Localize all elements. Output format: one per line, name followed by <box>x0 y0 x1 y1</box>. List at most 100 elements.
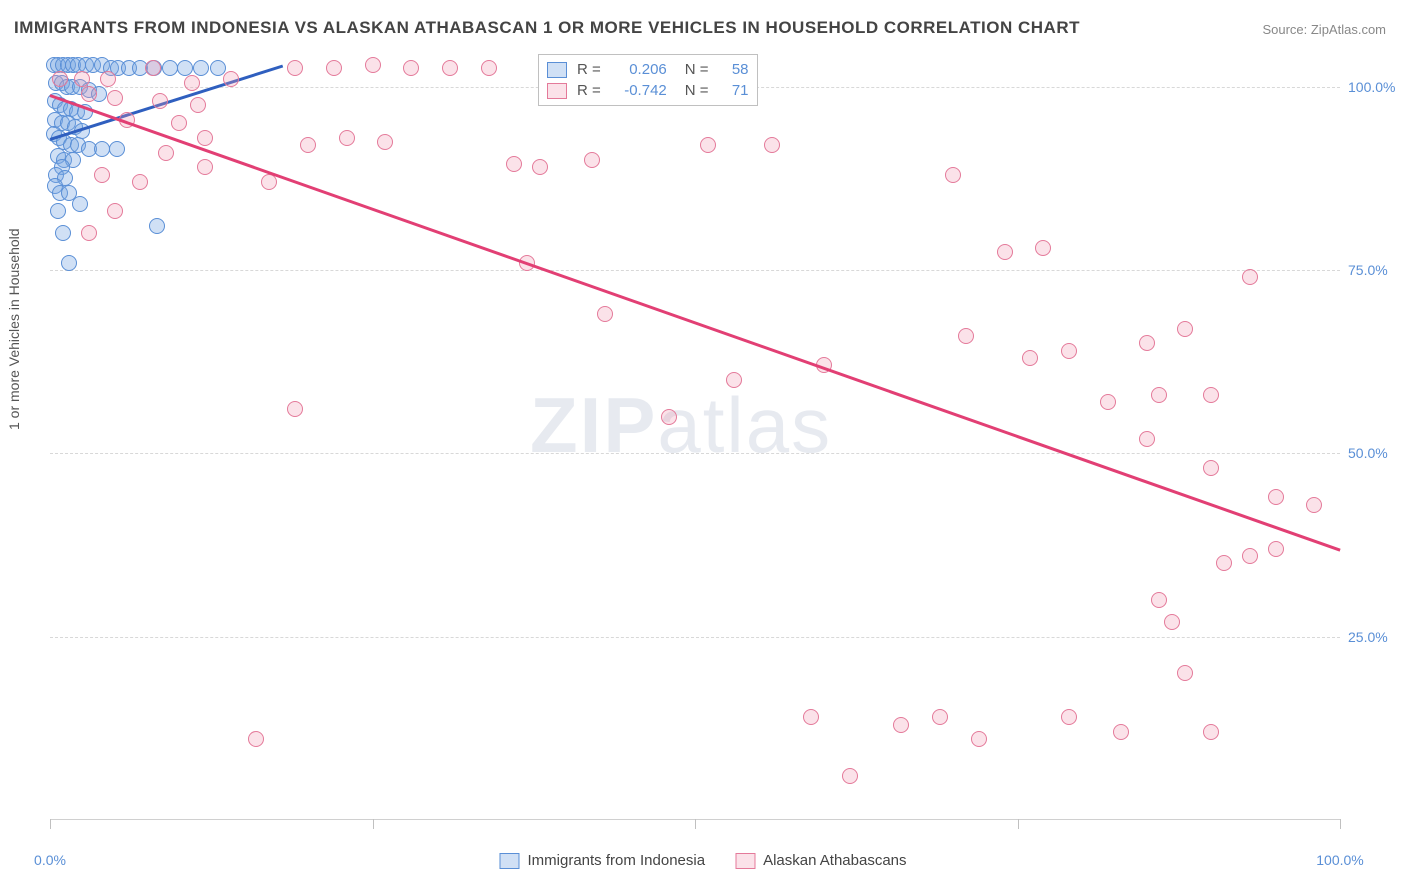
legend-bottom-swatch-indonesia <box>499 853 519 869</box>
scatter-point-athabascan <box>842 768 858 784</box>
scatter-point-athabascan <box>1100 394 1116 410</box>
scatter-point-athabascan <box>261 174 277 190</box>
scatter-point-athabascan <box>958 328 974 344</box>
scatter-point-athabascan <box>1203 387 1219 403</box>
scatter-point-athabascan <box>326 60 342 76</box>
scatter-point-athabascan <box>377 134 393 150</box>
scatter-point-athabascan <box>158 145 174 161</box>
scatter-point-athabascan <box>184 75 200 91</box>
scatter-point-athabascan <box>171 115 187 131</box>
scatter-point-athabascan <box>726 372 742 388</box>
scatter-point-athabascan <box>1203 460 1219 476</box>
scatter-point-athabascan <box>1242 269 1258 285</box>
legend-r-label: R = <box>577 61 601 78</box>
scatter-point-athabascan <box>1306 497 1322 513</box>
scatter-point-athabascan <box>481 60 497 76</box>
watermark: ZIPatlas <box>530 380 832 471</box>
scatter-point-athabascan <box>945 167 961 183</box>
source-label: Source: ZipAtlas.com <box>1262 22 1386 37</box>
legend-bottom-item-athabascan: Alaskan Athabascans <box>735 852 906 869</box>
scatter-point-athabascan <box>81 86 97 102</box>
x-tick <box>50 819 51 829</box>
legend-bottom: Immigrants from Indonesia Alaskan Athabas… <box>499 852 906 869</box>
scatter-point-athabascan <box>997 244 1013 260</box>
legend-bottom-label: Immigrants from Indonesia <box>527 852 705 869</box>
scatter-point-athabascan <box>661 409 677 425</box>
scatter-point-athabascan <box>1268 541 1284 557</box>
scatter-point-athabascan <box>132 174 148 190</box>
scatter-point-indonesia <box>149 218 165 234</box>
scatter-point-athabascan <box>223 71 239 87</box>
scatter-point-athabascan <box>197 130 213 146</box>
scatter-point-athabascan <box>1151 387 1167 403</box>
scatter-point-athabascan <box>1177 321 1193 337</box>
scatter-point-athabascan <box>1164 614 1180 630</box>
scatter-point-athabascan <box>81 225 97 241</box>
scatter-point-athabascan <box>1061 709 1077 725</box>
scatter-point-athabascan <box>1203 724 1219 740</box>
x-tick-label: 100.0% <box>1316 852 1363 868</box>
y-tick-label: 25.0% <box>1348 629 1406 645</box>
legend-n-label: N = <box>685 61 709 78</box>
scatter-point-athabascan <box>365 57 381 73</box>
trend-line-athabascan <box>50 94 1341 551</box>
scatter-point-athabascan <box>197 159 213 175</box>
legend-n-value: 58 <box>719 61 749 78</box>
chart-title: IMMIGRANTS FROM INDONESIA VS ALASKAN ATH… <box>14 18 1080 38</box>
scatter-point-athabascan <box>190 97 206 113</box>
scatter-point-athabascan <box>1113 724 1129 740</box>
scatter-point-athabascan <box>1022 350 1038 366</box>
x-tick <box>1340 819 1341 829</box>
scatter-point-athabascan <box>1035 240 1051 256</box>
legend-n-value: 71 <box>719 82 749 99</box>
scatter-point-athabascan <box>532 159 548 175</box>
scatter-point-athabascan <box>1216 555 1232 571</box>
legend-bottom-item-indonesia: Immigrants from Indonesia <box>499 852 705 869</box>
scatter-point-athabascan <box>300 137 316 153</box>
scatter-point-athabascan <box>152 93 168 109</box>
scatter-point-athabascan <box>597 306 613 322</box>
x-tick-label: 0.0% <box>34 852 66 868</box>
legend-bottom-label: Alaskan Athabascans <box>763 852 906 869</box>
scatter-point-athabascan <box>506 156 522 172</box>
legend-row-athabascan: R =-0.742N =71 <box>547 80 749 101</box>
y-tick-label: 100.0% <box>1348 79 1406 95</box>
scatter-point-athabascan <box>764 137 780 153</box>
legend-row-indonesia: R = 0.206 N = 58 <box>547 59 749 80</box>
scatter-point-athabascan <box>107 203 123 219</box>
scatter-point-indonesia <box>61 255 77 271</box>
scatter-point-athabascan <box>1268 489 1284 505</box>
scatter-point-indonesia <box>72 196 88 212</box>
y-gridline <box>50 270 1340 271</box>
scatter-point-athabascan <box>1177 665 1193 681</box>
legend-swatch-athabascan <box>547 83 567 99</box>
scatter-point-indonesia <box>55 225 71 241</box>
scatter-point-athabascan <box>1151 592 1167 608</box>
scatter-point-athabascan <box>107 90 123 106</box>
scatter-point-athabascan <box>1242 548 1258 564</box>
legend-correlation-box: R = 0.206 N = 58 R =-0.742N =71 <box>538 54 758 106</box>
scatter-point-athabascan <box>803 709 819 725</box>
legend-swatch-indonesia <box>547 62 567 78</box>
scatter-point-athabascan <box>1061 343 1077 359</box>
y-gridline <box>50 637 1340 638</box>
legend-r-label: R = <box>577 82 601 99</box>
scatter-point-indonesia <box>193 60 209 76</box>
scatter-point-athabascan <box>100 71 116 87</box>
scatter-point-indonesia <box>177 60 193 76</box>
legend-r-value: 0.206 <box>611 61 667 78</box>
scatter-point-athabascan <box>339 130 355 146</box>
scatter-point-athabascan <box>442 60 458 76</box>
scatter-point-athabascan <box>971 731 987 747</box>
scatter-point-athabascan <box>403 60 419 76</box>
x-tick <box>695 819 696 829</box>
y-tick-label: 50.0% <box>1348 445 1406 461</box>
y-gridline <box>50 453 1340 454</box>
scatter-point-athabascan <box>145 60 161 76</box>
scatter-point-athabascan <box>52 71 68 87</box>
x-tick <box>373 819 374 829</box>
scatter-point-athabascan <box>287 60 303 76</box>
y-axis-label: 1 or more Vehicles in Household <box>6 228 22 430</box>
scatter-point-athabascan <box>1139 335 1155 351</box>
scatter-point-athabascan <box>94 167 110 183</box>
